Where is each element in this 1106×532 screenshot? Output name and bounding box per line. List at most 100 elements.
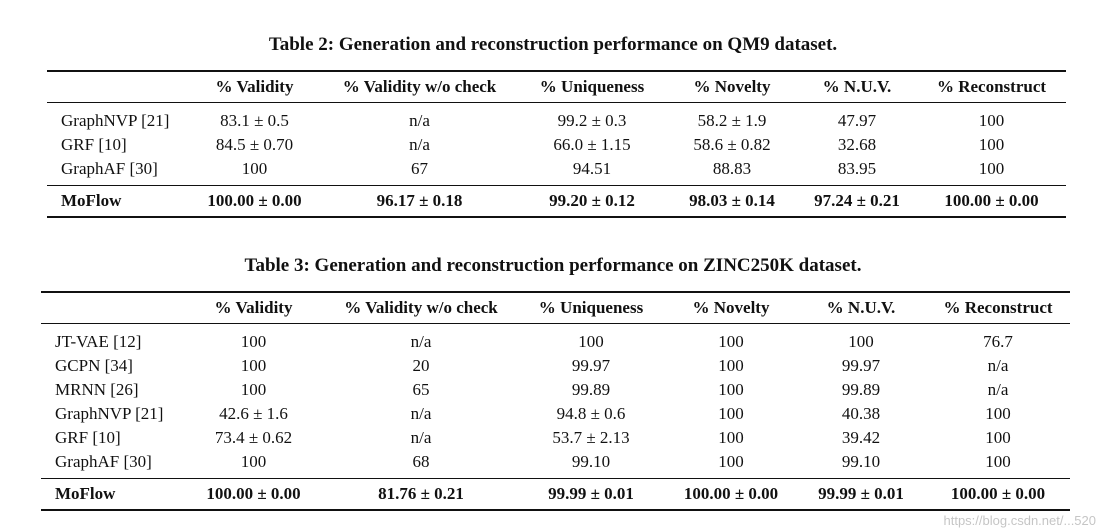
table-cell: 20	[412, 356, 430, 375]
table-cell: 100	[848, 332, 874, 351]
moflow-row: MoFlow 100.00 ± 0.00 81.76 ± 0.21 99.99 …	[41, 478, 1070, 511]
table-cell: 100.00 ± 0.00	[187, 185, 322, 218]
table2-header-row: % Validity % Validity w/o check % Unique…	[47, 70, 1066, 103]
table2-header-cell: % Reconstruct	[917, 70, 1066, 103]
table-cell: 100	[240, 332, 267, 351]
table3-header-cell: % Validity w/o check	[326, 291, 516, 324]
table-cell: 100	[241, 159, 268, 178]
table-cell: 100.00 ± 0.00	[666, 478, 796, 511]
method-name: MRNN [26]	[55, 380, 139, 399]
method-name: MoFlow	[47, 185, 187, 218]
table-cell: 100	[240, 452, 267, 471]
table-cell: 66.0 ± 1.15	[553, 135, 631, 154]
table-cell: 100	[718, 428, 744, 447]
watermark: https://blog.csdn.net/...520	[943, 513, 1097, 528]
table3-header-row: % Validity % Validity w/o check % Unique…	[41, 291, 1070, 324]
table2: % Validity % Validity w/o check % Unique…	[47, 70, 1066, 218]
table-cell: n/a	[410, 332, 432, 351]
table3-header-cell: % Novelty	[666, 291, 796, 324]
table2-caption: Table 2: Generation and reconstruction p…	[268, 34, 838, 55]
table-cell: n/a	[410, 428, 432, 447]
table-cell: 100.00 ± 0.00	[917, 185, 1066, 218]
table-cell: 58.2 ± 1.9	[697, 111, 767, 130]
table2-header-cell	[47, 70, 187, 103]
table-cell: 73.4 ± 0.62	[214, 428, 293, 447]
table-row: MRNN [26] 100 65 99.89 100 99.89 n/a	[41, 378, 1070, 402]
table-cell: 100	[718, 452, 744, 471]
table-cell: 100	[985, 452, 1011, 471]
table-cell: 100	[718, 404, 744, 423]
table-cell: 32.68	[837, 135, 877, 154]
table-cell: n/a	[987, 380, 1009, 399]
table-cell: 99.89	[841, 380, 881, 399]
table-cell: 100	[985, 428, 1011, 447]
table-row: GraphNVP [21] 42.6 ± 1.6 n/a 94.8 ± 0.6 …	[41, 402, 1070, 426]
method-name: GRF [10]	[55, 428, 121, 447]
table-cell: 65	[412, 380, 430, 399]
method-name: GraphNVP [21]	[61, 111, 170, 130]
method-name: GCPN [34]	[55, 356, 133, 375]
table2-header-cell: % N.U.V.	[797, 70, 917, 103]
table3-header-cell: % N.U.V.	[796, 291, 926, 324]
table2-header-cell: % Novelty	[667, 70, 797, 103]
table-cell: n/a	[409, 111, 430, 130]
table2-header-cell: % Validity w/o check	[322, 70, 517, 103]
table-cell: 99.20 ± 0.12	[517, 185, 667, 218]
table-cell: 42.6 ± 1.6	[219, 404, 288, 423]
table-cell: 99.97	[571, 356, 611, 375]
table-cell: 98.03 ± 0.14	[667, 185, 797, 218]
table-cell: 100	[978, 159, 1005, 178]
table-row: GRF [10] 84.5 ± 0.70 n/a 66.0 ± 1.15 58.…	[47, 133, 1066, 157]
table-row: GraphAF [30] 100 67 94.51 88.83 83.95 10…	[47, 157, 1066, 186]
table-cell: 99.99 ± 0.01	[796, 478, 926, 511]
table-cell: 84.5 ± 0.70	[215, 135, 294, 154]
table-cell: 58.6 ± 0.82	[693, 135, 771, 154]
table-cell: 83.95	[837, 159, 877, 178]
table-cell: 94.8 ± 0.6	[556, 404, 626, 423]
table-cell: 99.89	[571, 380, 611, 399]
table-cell: 100	[578, 332, 604, 351]
table2-header-cell: % Validity	[187, 70, 322, 103]
table-cell: 88.83	[712, 159, 752, 178]
method-name: GraphAF [30]	[61, 159, 158, 178]
table-cell: 100	[985, 404, 1011, 423]
method-name: MoFlow	[41, 478, 181, 511]
table-cell: n/a	[409, 135, 430, 154]
table-cell: 81.76 ± 0.21	[326, 478, 516, 511]
table-cell: 99.2 ± 0.3	[557, 111, 627, 130]
table-cell: 100	[718, 356, 744, 375]
table-cell: 100	[978, 135, 1005, 154]
table-cell: 39.42	[841, 428, 881, 447]
table-cell: 76.7	[983, 332, 1013, 351]
table-row: JT-VAE [12] 100 n/a 100 100 100 76.7	[41, 324, 1070, 355]
table-cell: 100	[240, 380, 267, 399]
table-cell: 47.97	[837, 111, 877, 130]
table-cell: 83.1 ± 0.5	[220, 111, 289, 130]
table-cell: 99.99 ± 0.01	[516, 478, 666, 511]
table-cell: 99.97	[841, 356, 881, 375]
table-row: GRF [10] 73.4 ± 0.62 n/a 53.7 ± 2.13 100…	[41, 426, 1070, 450]
table3-header-cell: % Reconstruct	[926, 291, 1070, 324]
table-row: GCPN [34] 100 20 99.97 100 99.97 n/a	[41, 354, 1070, 378]
method-name: JT-VAE [12]	[55, 332, 142, 351]
table-cell: 96.17 ± 0.18	[322, 185, 517, 218]
method-name: GraphAF [30]	[55, 452, 152, 471]
table-cell: n/a	[410, 404, 432, 423]
table3-header-cell: % Uniqueness	[516, 291, 666, 324]
table-row: GraphAF [30] 100 68 99.10 100 99.10 100	[41, 450, 1070, 479]
table-cell: 100	[240, 356, 267, 375]
table-cell: 100	[718, 332, 744, 351]
table-cell: 99.10	[571, 452, 611, 471]
table-cell: 67	[411, 159, 428, 178]
method-name: GraphNVP [21]	[55, 404, 164, 423]
table3-header-cell: % Validity	[181, 291, 326, 324]
table-cell: 68	[412, 452, 430, 471]
table-cell: 100	[718, 380, 744, 399]
moflow-row: MoFlow 100.00 ± 0.00 96.17 ± 0.18 99.20 …	[47, 185, 1066, 218]
table-cell: 53.7 ± 2.13	[552, 428, 630, 447]
method-name: GRF [10]	[61, 135, 127, 154]
table-cell: 99.10	[841, 452, 881, 471]
table2-header-cell: % Uniqueness	[517, 70, 667, 103]
table-cell: 97.24 ± 0.21	[797, 185, 917, 218]
table3-header-cell	[41, 291, 181, 324]
